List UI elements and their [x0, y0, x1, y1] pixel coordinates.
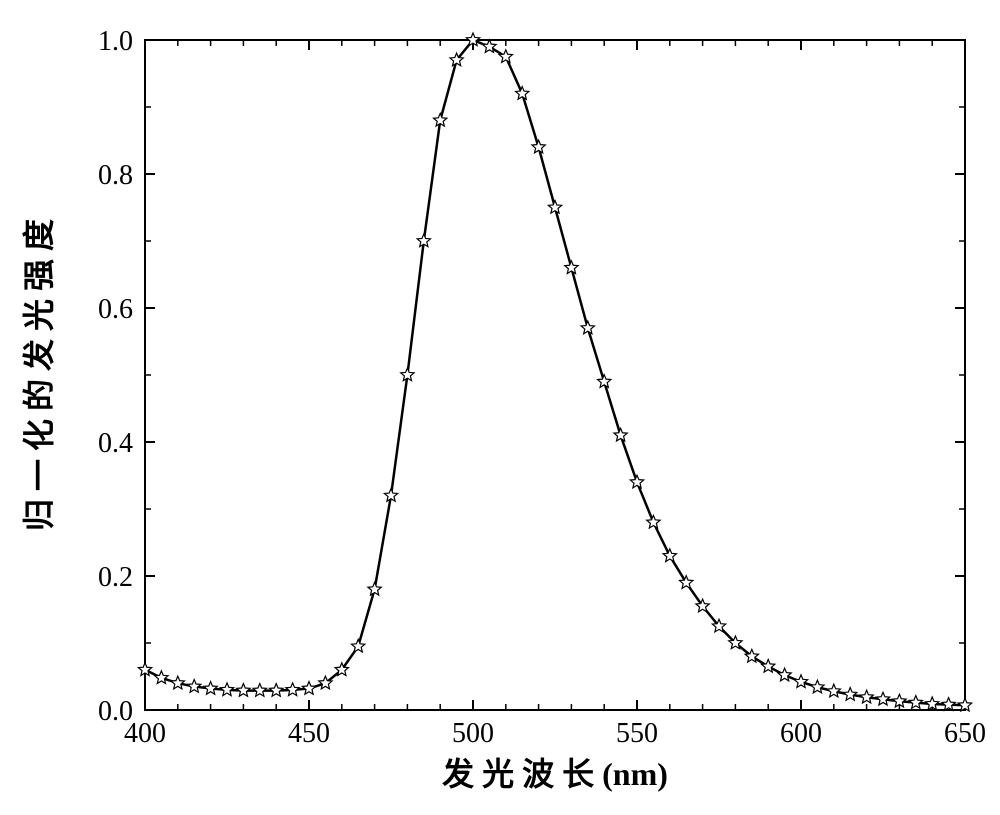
svg-text:500: 500 — [452, 718, 494, 749]
svg-text:550: 550 — [616, 718, 658, 749]
svg-text:1.0: 1.0 — [98, 26, 133, 57]
svg-text:0.2: 0.2 — [98, 562, 133, 593]
svg-text:650: 650 — [944, 718, 986, 749]
svg-text:归 一 化 的 发 光 强 度: 归 一 化 的 发 光 强 度 — [21, 219, 57, 531]
svg-text:发 光 波 长 (nm): 发 光 波 长 (nm) — [442, 756, 668, 792]
svg-text:0.4: 0.4 — [98, 428, 133, 459]
svg-text:0.8: 0.8 — [98, 160, 133, 191]
svg-text:450: 450 — [288, 718, 330, 749]
svg-text:600: 600 — [780, 718, 822, 749]
spectrum-chart: 4004505005506006500.00.20.40.60.81.0发 光 … — [0, 0, 1000, 815]
chart-svg: 4004505005506006500.00.20.40.60.81.0发 光 … — [0, 0, 1000, 815]
svg-text:0.0: 0.0 — [98, 696, 133, 727]
svg-text:0.6: 0.6 — [98, 294, 133, 325]
